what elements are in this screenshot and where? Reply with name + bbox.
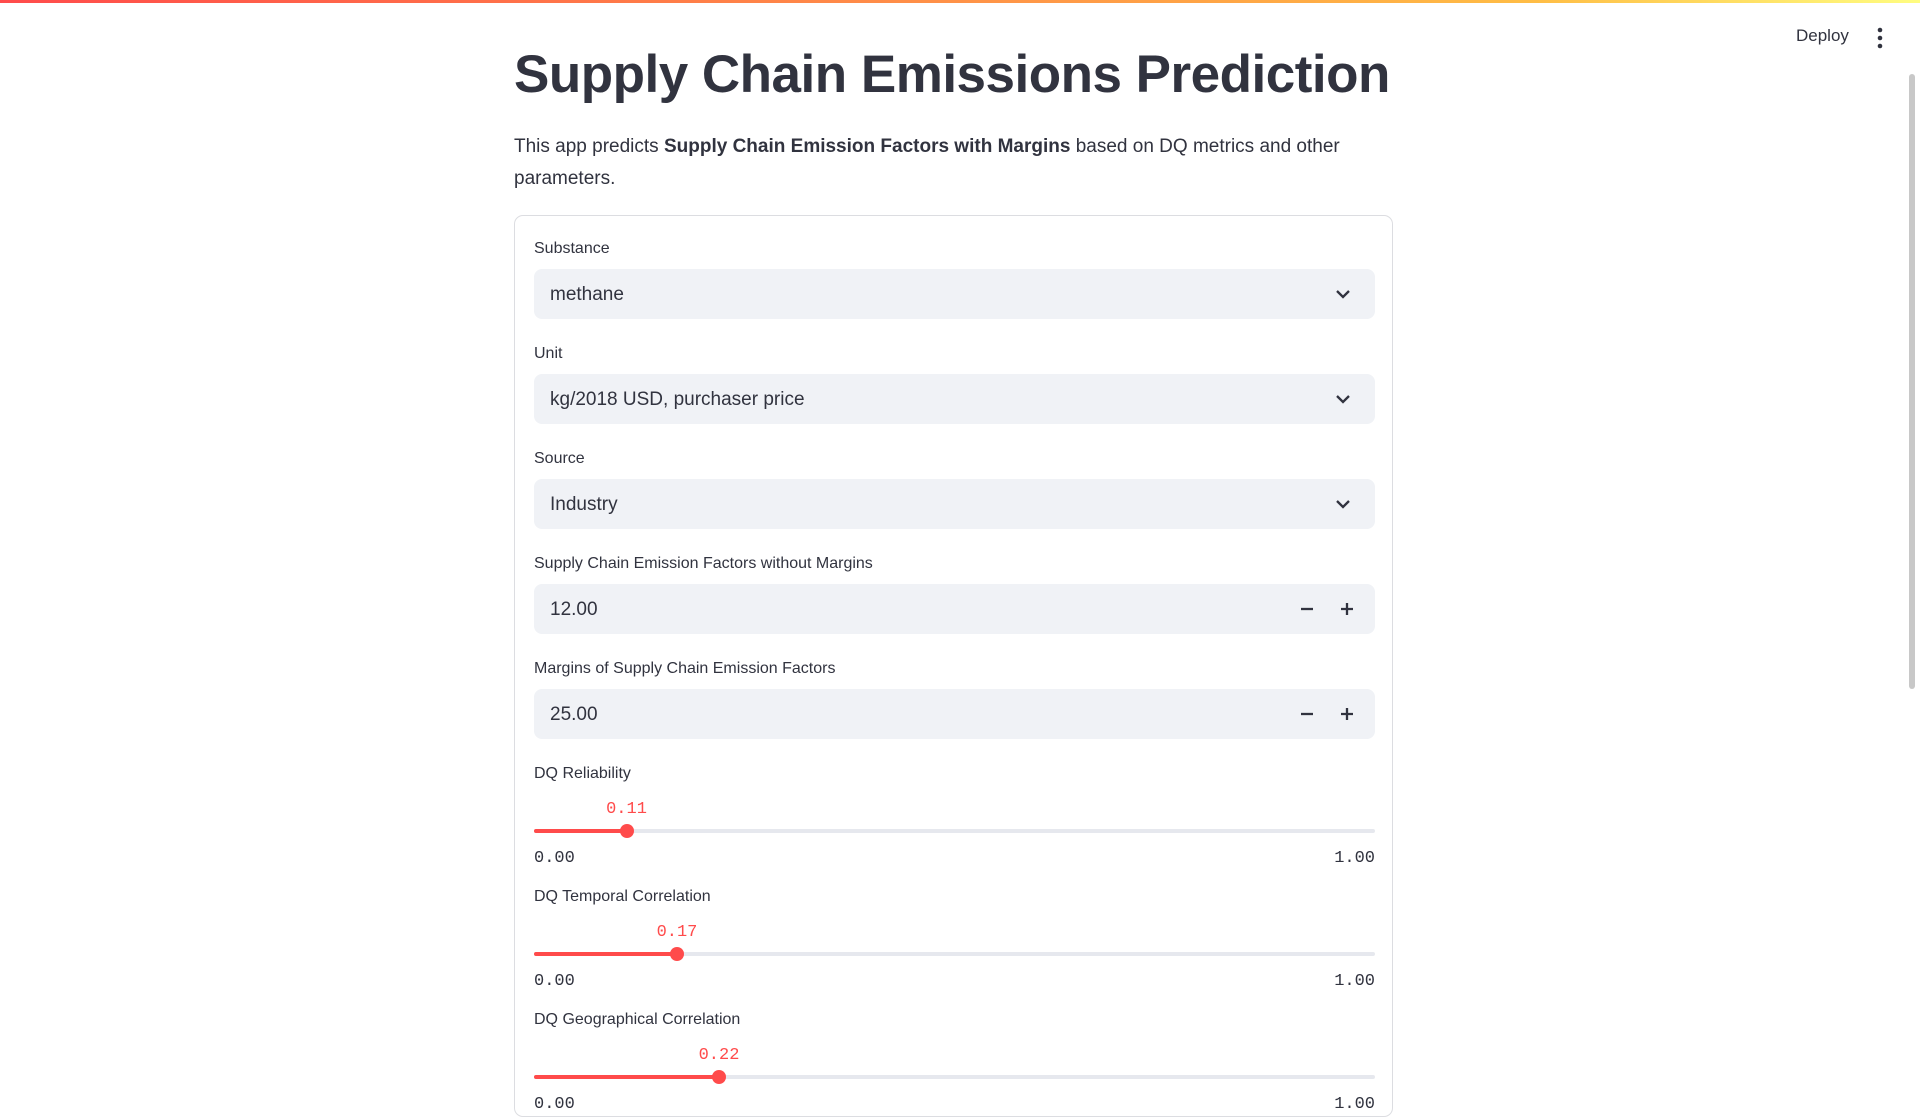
chevron-icon [1334, 284, 1352, 309]
field-label: Substance [534, 240, 610, 257]
slider-value: 0.11 [606, 800, 647, 819]
form: Substance methane Unit kg/2018 USD, purchas… [514, 215, 1393, 1117]
page-title: Supply Chain Emissions Prediction [514, 45, 1390, 104]
slider-value: 0.17 [656, 923, 698, 942]
description-text: based on DQ metrics and other parameters… [514, 136, 1340, 189]
top-decoration [0, 0, 1920, 3]
slider-max: 1.00 [1334, 849, 1375, 868]
field-label: DQ Reliability [534, 765, 631, 782]
select-box[interactable]: kg/2018 USD, purchaser price [534, 374, 1375, 424]
increment-button[interactable] [1334, 701, 1360, 727]
input-value: 12.00 [550, 599, 598, 620]
slider-min: 0.00 [534, 1095, 575, 1114]
slider-max: 1.00 [1334, 972, 1375, 991]
slider-track [534, 1075, 1375, 1079]
select-box[interactable]: Industry [534, 479, 1375, 529]
number-input[interactable]: 25.00 [534, 689, 1375, 739]
increment-button[interactable] [1334, 596, 1360, 622]
input-value: 25.00 [550, 704, 598, 725]
slider-thumb[interactable] [619, 824, 634, 838]
select-box[interactable]: methane [534, 269, 1375, 319]
field-label: DQ Geographical Correlation [534, 1011, 741, 1028]
description-bold: Supply Chain Emission Factors with Margi… [663, 136, 1071, 157]
slider-track [534, 829, 1375, 833]
description-text: This app predicts [514, 136, 664, 157]
chevron-icon [1334, 389, 1352, 414]
field-label: Margins of Supply Chain Emission Factors [534, 660, 836, 677]
input-value: Industry [550, 494, 618, 515]
slider-fill [534, 952, 677, 956]
input-value: methane [550, 284, 624, 305]
slider-thumb[interactable] [669, 947, 684, 961]
scrollbar[interactable] [1909, 74, 1915, 689]
slider-fill [534, 829, 627, 833]
input-value: kg/2018 USD, purchaser price [550, 389, 805, 410]
number-input[interactable]: 12.00 [534, 584, 1375, 634]
slider-value: 0.22 [698, 1046, 740, 1065]
field-label: Unit [534, 345, 563, 362]
slider-fill [534, 1075, 720, 1079]
field-label: DQ Temporal Correlation [534, 888, 711, 905]
main-menu[interactable] [1870, 26, 1890, 50]
deploy-button[interactable]: Deploy [1796, 26, 1849, 45]
description: This app predicts Supply Chain Emission … [514, 131, 1344, 195]
decrement-button[interactable] [1294, 701, 1320, 727]
slider-max: 1.00 [1334, 1095, 1375, 1114]
field-label: Source [534, 450, 585, 467]
slider-thumb[interactable] [712, 1070, 727, 1084]
slider-min: 0.00 [534, 972, 575, 991]
field-label: Supply Chain Emission Factors without Ma… [534, 555, 873, 572]
slider-track [534, 952, 1375, 956]
slider-min: 0.00 [534, 849, 575, 868]
decrement-button[interactable] [1294, 596, 1320, 622]
chevron-icon [1334, 494, 1352, 519]
